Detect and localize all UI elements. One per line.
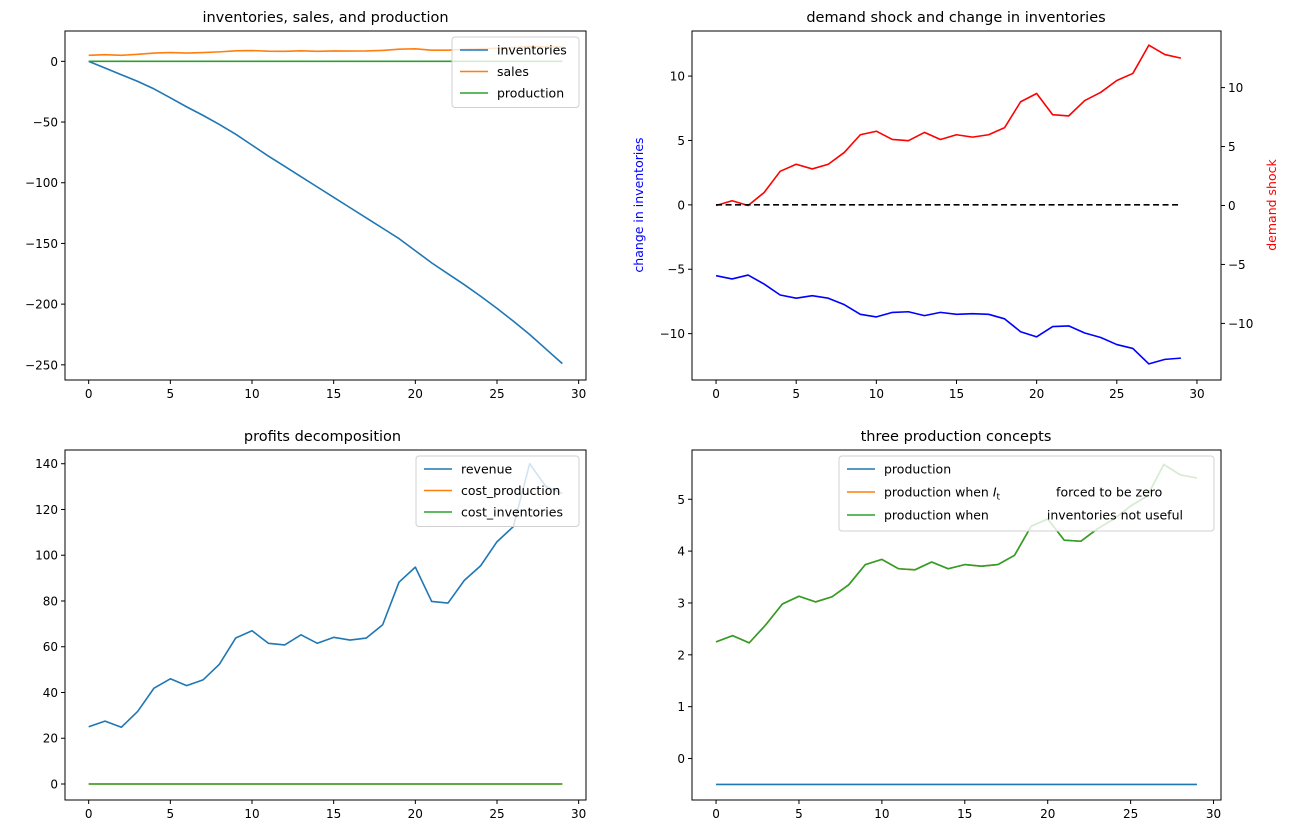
x-tick-label: 0: [85, 387, 93, 401]
y-tick-label-right: 10: [1228, 81, 1243, 95]
y-tick-label: 5: [677, 134, 685, 148]
x-tick-label: 25: [489, 387, 504, 401]
x-tick-label: 15: [326, 387, 341, 401]
legend-label: production: [497, 86, 564, 101]
y-tick-label: 0: [677, 198, 685, 212]
subplot-title-1: inventories, sales, and production: [202, 10, 448, 26]
x-tick-label: 25: [489, 807, 504, 821]
x-tick-label: 10: [244, 807, 259, 821]
y-tick-label: 1: [677, 700, 685, 714]
x-tick-label: 20: [1040, 807, 1055, 821]
legend-label: production when It forced to be zero: [884, 485, 1162, 503]
legend-label: cost_production: [461, 483, 560, 498]
legend: revenue cost_production cost_inventories: [415, 455, 580, 527]
y-tick-label-right: 5: [1228, 140, 1236, 154]
y-tick-label: 40: [43, 686, 58, 700]
subplot-title-3: profits decomposition: [244, 429, 401, 445]
x-tick-label: 10: [244, 387, 259, 401]
legend-frame: [451, 36, 580, 108]
x-tick-label: 15: [957, 807, 972, 821]
x-tick-label: 0: [712, 387, 720, 401]
subplot-profits-decomposition: profits decomposition 0 5 10 15 20 25 30 140 120…: [35, 429, 587, 821]
x-tick-label: 15: [949, 387, 964, 401]
subplot-title-2: demand shock and change in inventories: [806, 10, 1105, 26]
x-tick-label: 5: [167, 807, 175, 821]
y-tick-label: 100: [35, 549, 58, 563]
x-tick-label: 15: [326, 807, 341, 821]
y-tick-label: 20: [43, 732, 58, 746]
y-tick-label: 80: [43, 594, 58, 608]
x-tick-label: 0: [712, 807, 720, 821]
y-tick-label: −10: [660, 327, 685, 341]
subplot-inventories-sales-production: inventories, sales, and production 0 5 10 1…: [25, 10, 587, 401]
x-tick-label: 20: [408, 807, 423, 821]
x-tick-label: 0: [85, 807, 93, 821]
x-tick-label: 25: [1123, 807, 1138, 821]
plot-area-2: 0 5 10 15 20 25 30 10 5 0 −5 −10 10 5 0 −5 −10: [660, 44, 1253, 401]
x-tick-label: 5: [795, 807, 803, 821]
y-tick-label: 0: [50, 55, 58, 69]
x-tick-label: 5: [167, 387, 175, 401]
x-tick-label: 30: [1206, 807, 1221, 821]
y-tick-label: 4: [677, 545, 685, 559]
x-tick-label: 25: [1109, 387, 1124, 401]
x-tick-label: 5: [792, 387, 800, 401]
y-tick-label-right: 0: [1228, 199, 1236, 213]
y-tick-label: 3: [677, 596, 685, 610]
y-axis-label-left: change in inventories: [631, 137, 646, 272]
y-tick-label: −100: [25, 176, 58, 190]
series-line-revenue: [88, 462, 563, 729]
y-tick-label: 60: [43, 640, 58, 654]
y-tick-label: 5: [677, 493, 685, 507]
x-tick-label: 20: [1029, 387, 1044, 401]
y-axis-label-right: demand shock: [1264, 159, 1279, 251]
subplot-title-4: three production concepts: [861, 429, 1052, 445]
plot-area-3: 0 5 10 15 20 25 30 140 120 100 80 60 40 20 0 revenue cos…: [35, 455, 586, 821]
series-line-s0: [715, 274, 1181, 365]
plot-area-1: 0 5 10 15 20 25 30 0 −50 −100 −150 −200 −250 inventor…: [25, 36, 586, 401]
y-tick-label: −5: [667, 263, 685, 277]
legend-frame: [838, 455, 1215, 532]
y-tick-label: 0: [50, 777, 58, 791]
legend-label: inventories: [497, 43, 567, 58]
legend-label: production: [884, 462, 951, 477]
legend: production production when It forced to be…: [838, 455, 1215, 532]
x-tick-label: 30: [571, 387, 586, 401]
subplot-demand-shock: demand shock and change in inventories c…: [631, 10, 1279, 401]
x-tick-label: 30: [571, 807, 586, 821]
y-tick-label: 140: [35, 457, 58, 471]
y-tick-label: −250: [25, 358, 58, 372]
legend-frame: [415, 455, 580, 527]
legend: inventories sales production: [451, 36, 580, 108]
x-tick-label: 20: [408, 387, 423, 401]
legend-label: sales: [497, 64, 529, 79]
y-tick-label: 10: [670, 70, 685, 84]
x-tick-label: 10: [869, 387, 884, 401]
y-tick-label: −200: [25, 298, 58, 312]
legend-label: revenue: [461, 462, 512, 477]
y-tick-label: 2: [677, 648, 685, 662]
series-line-inventories: [88, 60, 563, 365]
series-line-s1: [715, 44, 1182, 207]
legend-label: production when inventories not useful: [884, 508, 1183, 523]
y-tick-label-right: −5: [1228, 258, 1246, 272]
y-tick-label: 0: [677, 752, 685, 766]
legend-label: cost_inventories: [461, 505, 563, 520]
y-tick-label: 120: [35, 503, 58, 517]
x-tick-label: 30: [1189, 387, 1204, 401]
y-tick-label-right: −10: [1228, 317, 1253, 331]
y-tick-label: −150: [25, 237, 58, 251]
x-tick-label: 10: [874, 807, 889, 821]
subplot-three-production-concepts: three production concepts 0 5 10 15 20 25 3054…: [677, 429, 1222, 821]
y-tick-label: −50: [33, 116, 58, 130]
